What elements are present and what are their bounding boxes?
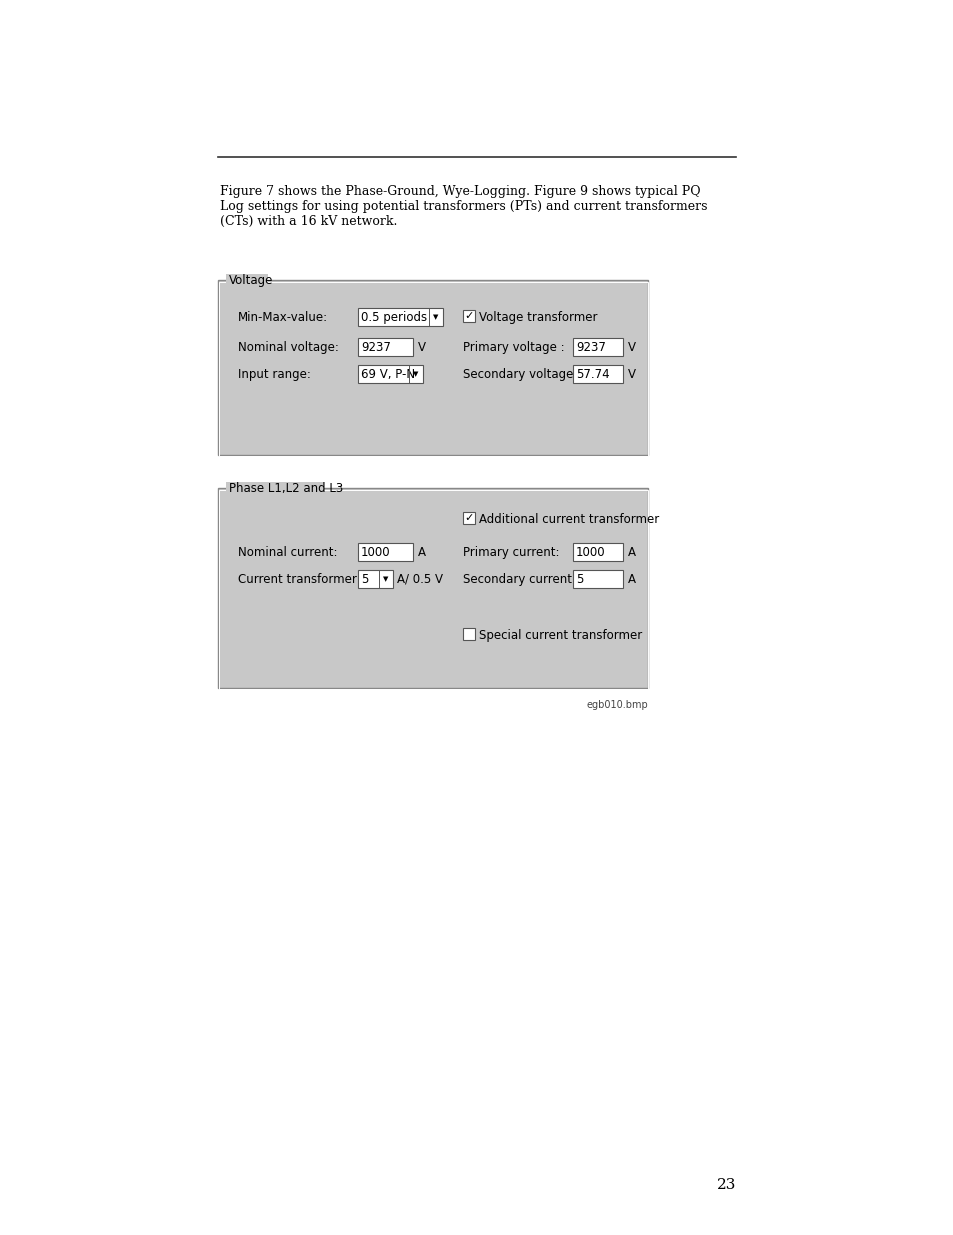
Bar (573, 543, 622, 561)
Bar (226, 274, 268, 287)
Text: ▼: ▼ (383, 576, 388, 582)
Text: A: A (627, 546, 636, 558)
Text: Log settings for using potential transformers (PTs) and current transformers: Log settings for using potential transfo… (220, 200, 707, 212)
Text: A: A (417, 546, 426, 558)
Text: ✓: ✓ (464, 311, 474, 321)
Text: 9237: 9237 (360, 341, 391, 353)
Text: Primary voltage :: Primary voltage : (462, 341, 564, 353)
Text: 0.5 periods: 0.5 periods (360, 310, 427, 324)
Text: Figure 7 shows the Phase-Ground, Wye-Logging. Figure 9 shows typical PQ: Figure 7 shows the Phase-Ground, Wye-Log… (220, 185, 700, 198)
Text: 5: 5 (360, 573, 368, 585)
Bar (219, 282, 647, 456)
Text: Secondary voltage:: Secondary voltage: (462, 368, 577, 380)
Text: 9237: 9237 (576, 341, 605, 353)
Text: 1000: 1000 (576, 546, 605, 558)
Text: Nominal voltage:: Nominal voltage: (237, 341, 338, 353)
Bar (218, 488, 647, 688)
Text: 23: 23 (716, 1178, 735, 1192)
Text: A: A (627, 573, 636, 585)
Text: V: V (627, 368, 636, 380)
Text: Phase L1,L2 and L3: Phase L1,L2 and L3 (229, 482, 343, 494)
Text: egb010.bmp: egb010.bmp (586, 700, 647, 710)
Bar (573, 366, 622, 383)
Text: 69 V, P-N: 69 V, P-N (360, 368, 415, 380)
Text: Primary current:: Primary current: (462, 546, 558, 558)
Text: Voltage transformer: Voltage transformer (478, 310, 597, 324)
Text: ✓: ✓ (464, 513, 474, 522)
Bar (218, 280, 647, 454)
Bar (573, 571, 622, 588)
Text: V: V (627, 341, 636, 353)
Text: Voltage: Voltage (229, 273, 274, 287)
Bar (357, 338, 413, 356)
Text: ▼: ▼ (413, 370, 418, 377)
Bar (357, 571, 393, 588)
Text: Nominal current:: Nominal current: (237, 546, 337, 558)
Bar (357, 308, 442, 326)
Bar (573, 338, 622, 356)
Bar (219, 490, 647, 689)
Text: 1000: 1000 (360, 546, 390, 558)
Text: 5: 5 (576, 573, 583, 585)
Bar (357, 366, 422, 383)
Text: 57.74: 57.74 (576, 368, 609, 380)
Text: ▼: ▼ (433, 314, 438, 320)
Bar (462, 310, 475, 322)
Bar (226, 482, 323, 494)
Text: V: V (417, 341, 426, 353)
Bar (357, 543, 413, 561)
Bar (462, 629, 475, 640)
Text: Min-Max-value:: Min-Max-value: (237, 310, 328, 324)
Text: Additional current transformer: Additional current transformer (478, 513, 659, 526)
Text: (CTs) with a 16 kV network.: (CTs) with a 16 kV network. (220, 215, 397, 228)
Text: Secondary current:: Secondary current: (462, 573, 576, 585)
Text: A/ 0.5 V: A/ 0.5 V (396, 573, 442, 585)
Text: Current transformer:: Current transformer: (237, 573, 360, 585)
Bar (462, 513, 475, 524)
Text: Special current transformer: Special current transformer (478, 629, 641, 641)
Text: Input range:: Input range: (237, 368, 311, 380)
